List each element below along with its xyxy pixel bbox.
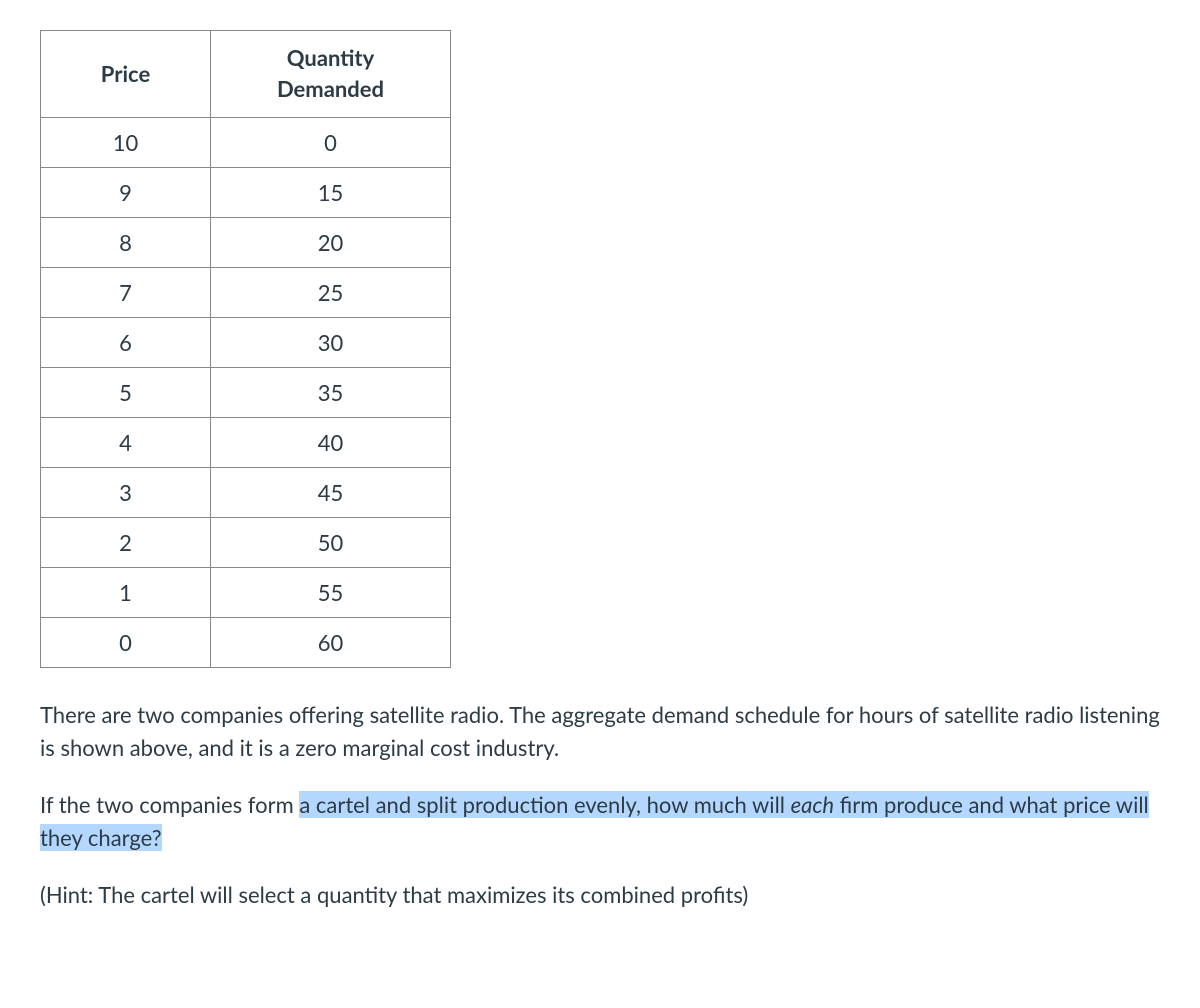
- paragraph-question: If the two companies form a cartel and s…: [40, 788, 1160, 854]
- cell-qty: 35: [211, 367, 451, 417]
- demand-schedule-table: Price QuantityDemanded 10 0 9 15 8 20 7 …: [40, 30, 451, 668]
- table-row: 7 25: [41, 267, 451, 317]
- emphasis-each: each: [791, 791, 834, 818]
- cell-qty: 40: [211, 417, 451, 467]
- table-row: 3 45: [41, 467, 451, 517]
- table-row: 2 50: [41, 517, 451, 567]
- cell-qty: 30: [211, 317, 451, 367]
- cell-price: 0: [41, 617, 211, 667]
- table-body: 10 0 9 15 8 20 7 25 6 30 5 35 4 40 3 45: [41, 117, 451, 667]
- table-row: 4 40: [41, 417, 451, 467]
- table-row: 9 15: [41, 167, 451, 217]
- table-row: 6 30: [41, 317, 451, 367]
- column-header-quantity: QuantityDemanded: [211, 31, 451, 118]
- cell-qty: 45: [211, 467, 451, 517]
- cell-qty: 0: [211, 117, 451, 167]
- table-header-row: Price QuantityDemanded: [41, 31, 451, 118]
- question-text-prefix: If the two companies form: [40, 791, 299, 818]
- cell-price: 3: [41, 467, 211, 517]
- cell-qty: 25: [211, 267, 451, 317]
- cell-qty: 60: [211, 617, 451, 667]
- cell-price: 9: [41, 167, 211, 217]
- cell-price: 1: [41, 567, 211, 617]
- paragraph-hint: (Hint: The cartel will select a quantity…: [40, 878, 1160, 911]
- cell-price: 5: [41, 367, 211, 417]
- cell-qty: 50: [211, 517, 451, 567]
- highlighted-text-1: a cartel and split production evenly, ho…: [299, 791, 790, 818]
- highlighted-em: each: [791, 791, 834, 818]
- cell-price: 4: [41, 417, 211, 467]
- table-row: 8 20: [41, 217, 451, 267]
- cell-qty: 55: [211, 567, 451, 617]
- cell-qty: 15: [211, 167, 451, 217]
- cell-price: 10: [41, 117, 211, 167]
- column-header-price: Price: [41, 31, 211, 118]
- cell-qty: 20: [211, 217, 451, 267]
- table-row: 10 0: [41, 117, 451, 167]
- table-row: 1 55: [41, 567, 451, 617]
- cell-price: 6: [41, 317, 211, 367]
- cell-price: 2: [41, 517, 211, 567]
- cell-price: 8: [41, 217, 211, 267]
- table-row: 0 60: [41, 617, 451, 667]
- table-row: 5 35: [41, 367, 451, 417]
- paragraph-context: There are two companies offering satelli…: [40, 698, 1160, 764]
- cell-price: 7: [41, 267, 211, 317]
